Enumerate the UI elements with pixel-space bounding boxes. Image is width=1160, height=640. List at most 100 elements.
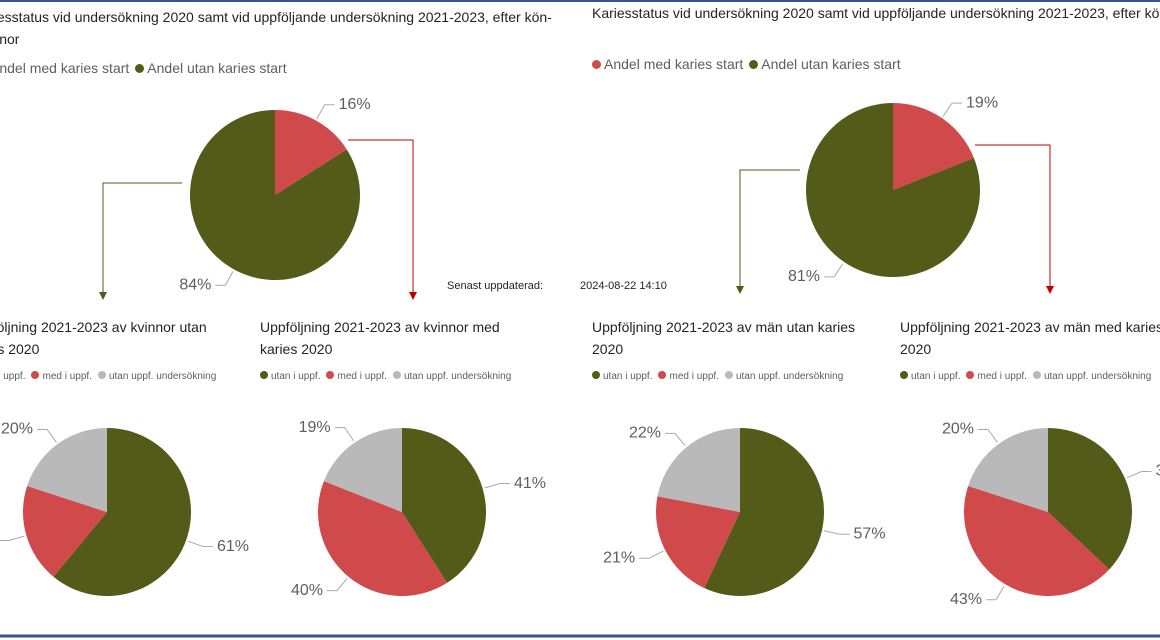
pie-slice (318, 481, 448, 596)
legend-label: med i uppf. (977, 371, 1027, 382)
legend-label: utan uppf. undersökning (1043, 371, 1152, 382)
legend: utan i uppf. med i uppf. utan uppf. unders… (900, 371, 1157, 382)
legend-label: Andel med karies start (604, 56, 744, 72)
legend-label: Andel utan karies start (761, 56, 901, 72)
legend: Andel med karies start Andel utan karies … (592, 56, 907, 72)
update-time: 2024-08-22 14:10 (580, 280, 667, 292)
legend-label: med i uppf. (42, 371, 92, 382)
data-label: 57% (854, 525, 886, 542)
legend-marker (900, 371, 908, 379)
chart-title: Uppföljning 2021-2023 av män med karies … (900, 319, 1160, 357)
arrow-head (99, 292, 107, 300)
legend-label: utan i uppf. (603, 371, 653, 382)
legend-label: utan i uppf. (911, 371, 961, 382)
pie-slice (968, 428, 1048, 512)
pie-slice (704, 428, 824, 596)
leader-line (978, 428, 998, 443)
legend-marker (260, 371, 268, 379)
leader-line (316, 104, 335, 120)
legend-label: Andel utan karies start (147, 60, 287, 76)
data-label: 40% (291, 582, 323, 599)
legend-marker (749, 60, 759, 69)
data-label: 19% (299, 419, 331, 436)
legend-marker (724, 371, 733, 379)
legend-marker (658, 371, 667, 379)
pie-slice (275, 110, 347, 195)
data-label: 37% (1156, 463, 1160, 480)
leader-line (326, 577, 348, 592)
legend-marker (326, 371, 335, 379)
arrow (975, 144, 1051, 287)
legend-label: utan uppf. undersökning (108, 371, 217, 382)
pie-slice (402, 428, 487, 583)
legend: utan i uppf. med i uppf. utan uppf. unders… (0, 371, 222, 382)
pie-slice (893, 103, 974, 190)
legend-label: med i uppf. (337, 371, 387, 382)
leader-line (1126, 470, 1152, 479)
leader-line (942, 102, 963, 117)
leader-line (187, 540, 213, 548)
legend-marker (592, 371, 600, 379)
data-label: 20% (1, 421, 33, 438)
pie-slice (657, 428, 740, 512)
update-label: Senast uppdaterad: (447, 280, 543, 292)
legend: utan i uppf. med i uppf. utan uppf. unders… (260, 371, 517, 382)
leader-line (823, 263, 844, 278)
legend-label: utan i uppf. (271, 371, 321, 382)
arrow-head (736, 286, 744, 294)
chart-title: Uppföljning 2021-2023 av kvinnor utan ka… (0, 319, 207, 357)
data-label: 22% (629, 425, 661, 442)
pie-slice (53, 428, 192, 596)
legend-label: Andel med karies start (0, 60, 130, 76)
leader-line (0, 535, 25, 541)
arrow (348, 139, 414, 293)
pie-slice (964, 486, 1110, 597)
leader-line (484, 483, 510, 489)
arrow (102, 182, 182, 293)
pie-slice (23, 486, 107, 577)
chart-title: Kariesstatus vid undersökning 2020 samt … (0, 9, 552, 47)
legend-marker (1032, 371, 1041, 379)
legend: Andel med karies start Andel utan karies … (0, 60, 293, 76)
legend: utan i uppf. med i uppf. utan uppf. unders… (592, 371, 849, 382)
arrow (739, 169, 800, 287)
leader-line (639, 550, 664, 559)
data-label: 20% (942, 421, 974, 438)
leader-line (986, 585, 1005, 601)
pie-slice (656, 496, 740, 589)
pie-slice (1048, 428, 1132, 570)
data-label: 21% (603, 550, 635, 567)
data-label: 43% (950, 591, 982, 608)
pie-slice (323, 428, 402, 512)
data-label: 84% (179, 276, 211, 293)
legend-marker (31, 371, 40, 379)
legend-marker (392, 371, 401, 379)
chart-title: Kariesstatus vid undersökning 2020 samt … (592, 5, 1160, 21)
chart-title: Uppföljning 2021-2023 av kvinnor med kar… (260, 319, 500, 357)
pie-slice (190, 110, 361, 280)
chart-title: Uppföljning 2021-2023 av män utan karies… (592, 319, 856, 357)
leader-line (823, 530, 850, 535)
legend-label: utan i uppf. (0, 371, 26, 382)
data-label: 19% (966, 94, 998, 111)
legend-label: utan uppf. undersökning (735, 371, 844, 382)
legend-marker (592, 60, 601, 69)
data-label: 16% (339, 96, 371, 113)
leader-line (37, 428, 57, 443)
data-label: 41% (514, 475, 546, 492)
leader-line (334, 427, 355, 442)
leader-line (664, 432, 686, 447)
legend-label: med i uppf. (669, 371, 719, 382)
data-label: 61% (217, 538, 249, 555)
legend-marker (135, 64, 145, 73)
legend-label: utan uppf. undersökning (403, 371, 512, 382)
pie-slice (805, 103, 980, 277)
legend-marker (966, 371, 975, 379)
arrow-head (409, 292, 417, 300)
pie-slice (27, 428, 107, 512)
leader-line (215, 270, 234, 286)
arrow-head (1046, 286, 1054, 294)
legend-marker (97, 371, 106, 379)
